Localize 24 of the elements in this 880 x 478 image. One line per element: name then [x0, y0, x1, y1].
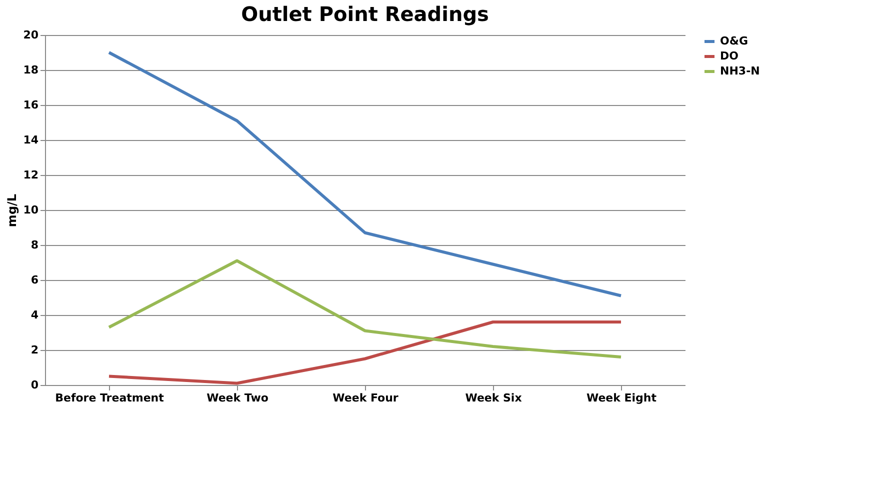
y-tick-label: 8 [30, 238, 38, 252]
y-tick-label: 18 [23, 64, 38, 76]
x-tick-label: Week Four [332, 392, 399, 404]
line-series [108, 259, 622, 358]
y-tick-label: 10 [23, 204, 39, 216]
y-tick-label: 20 [23, 28, 39, 42]
y-axis-title: mg/L [5, 194, 20, 228]
legend-label: NH3-N [720, 64, 760, 78]
x-tick-label: Before Treatment [55, 392, 164, 404]
y-tick-label: 14 [23, 134, 39, 146]
y-tick-label: 2 [30, 344, 38, 356]
chart-title: Outlet Point Readings [241, 2, 489, 26]
y-tick-label: 4 [30, 308, 39, 322]
line-series [108, 320, 622, 385]
y-tick-label: 0 [30, 378, 39, 392]
y-tick-label: 6 [30, 274, 39, 286]
y-tick-label: 16 [23, 98, 39, 112]
x-tick-label: Week Two [206, 392, 269, 404]
legend-label: DO [720, 50, 738, 62]
x-tick-label: Week Six [465, 392, 522, 404]
legend-label: O&G [720, 34, 748, 48]
x-tick-label: Week Eight [586, 392, 657, 404]
y-tick-label: 12 [23, 168, 38, 182]
line-series [108, 51, 622, 298]
